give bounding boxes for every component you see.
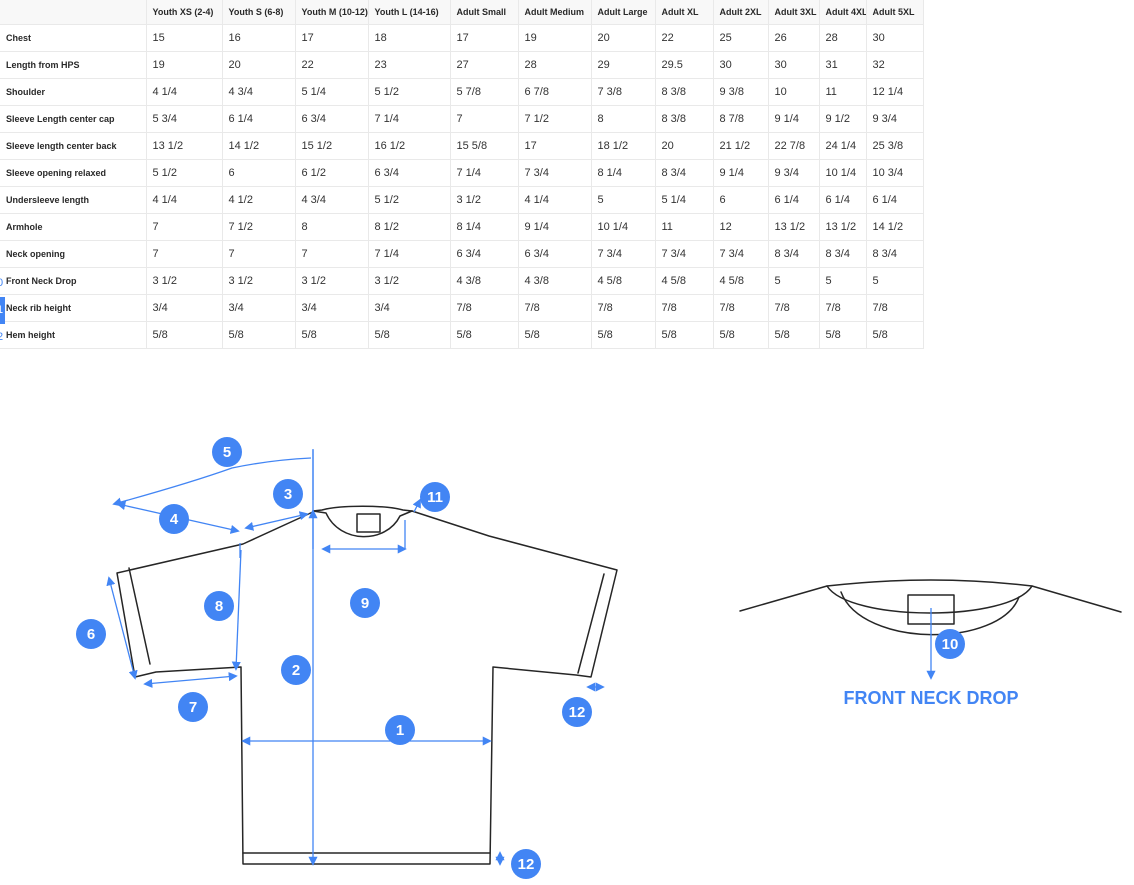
- svg-text:12: 12: [518, 856, 535, 873]
- svg-text:4: 4: [170, 511, 179, 528]
- svg-text:9: 9: [361, 595, 369, 612]
- svg-text:11: 11: [427, 489, 443, 506]
- svg-text:8: 8: [215, 598, 223, 615]
- svg-text:5: 5: [223, 444, 231, 461]
- svg-text:6: 6: [87, 626, 95, 643]
- svg-text:FRONT NECK DROP: FRONT NECK DROP: [844, 688, 1019, 708]
- svg-text:10: 10: [942, 636, 959, 653]
- svg-text:3: 3: [284, 486, 292, 503]
- svg-text:7: 7: [189, 699, 197, 716]
- svg-text:2: 2: [292, 662, 300, 679]
- svg-text:12: 12: [569, 704, 586, 721]
- svg-text:1: 1: [396, 722, 404, 739]
